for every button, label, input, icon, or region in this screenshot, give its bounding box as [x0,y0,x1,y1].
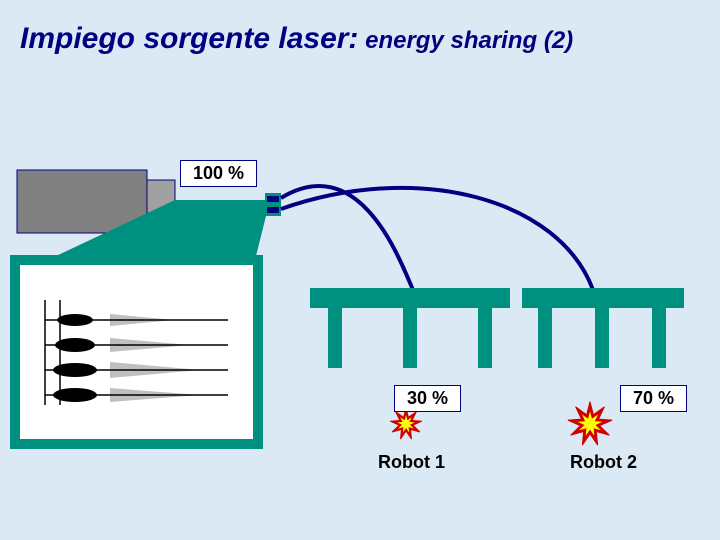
robot2-name: Robot 2 [570,452,637,473]
robot1-leg-3 [478,308,492,368]
fiber-2 [281,188,593,290]
label-100pct: 100 % [180,160,257,187]
splitter-slot-2 [267,207,279,213]
label-30pct: 30 % [394,385,461,412]
robot1-leg-2 [403,308,417,368]
robot1-leg-1 [328,308,342,368]
robot2-leg-2 [595,308,609,368]
robot2-leg-1 [538,308,552,368]
robot1-name: Robot 1 [378,452,445,473]
detail-frame [15,260,258,444]
robot2-leg-3 [652,308,666,368]
label-70pct: 70 % [620,385,687,412]
splitter-slot-1 [267,196,279,202]
robot1-base [310,288,510,308]
robot2-base [522,288,684,308]
